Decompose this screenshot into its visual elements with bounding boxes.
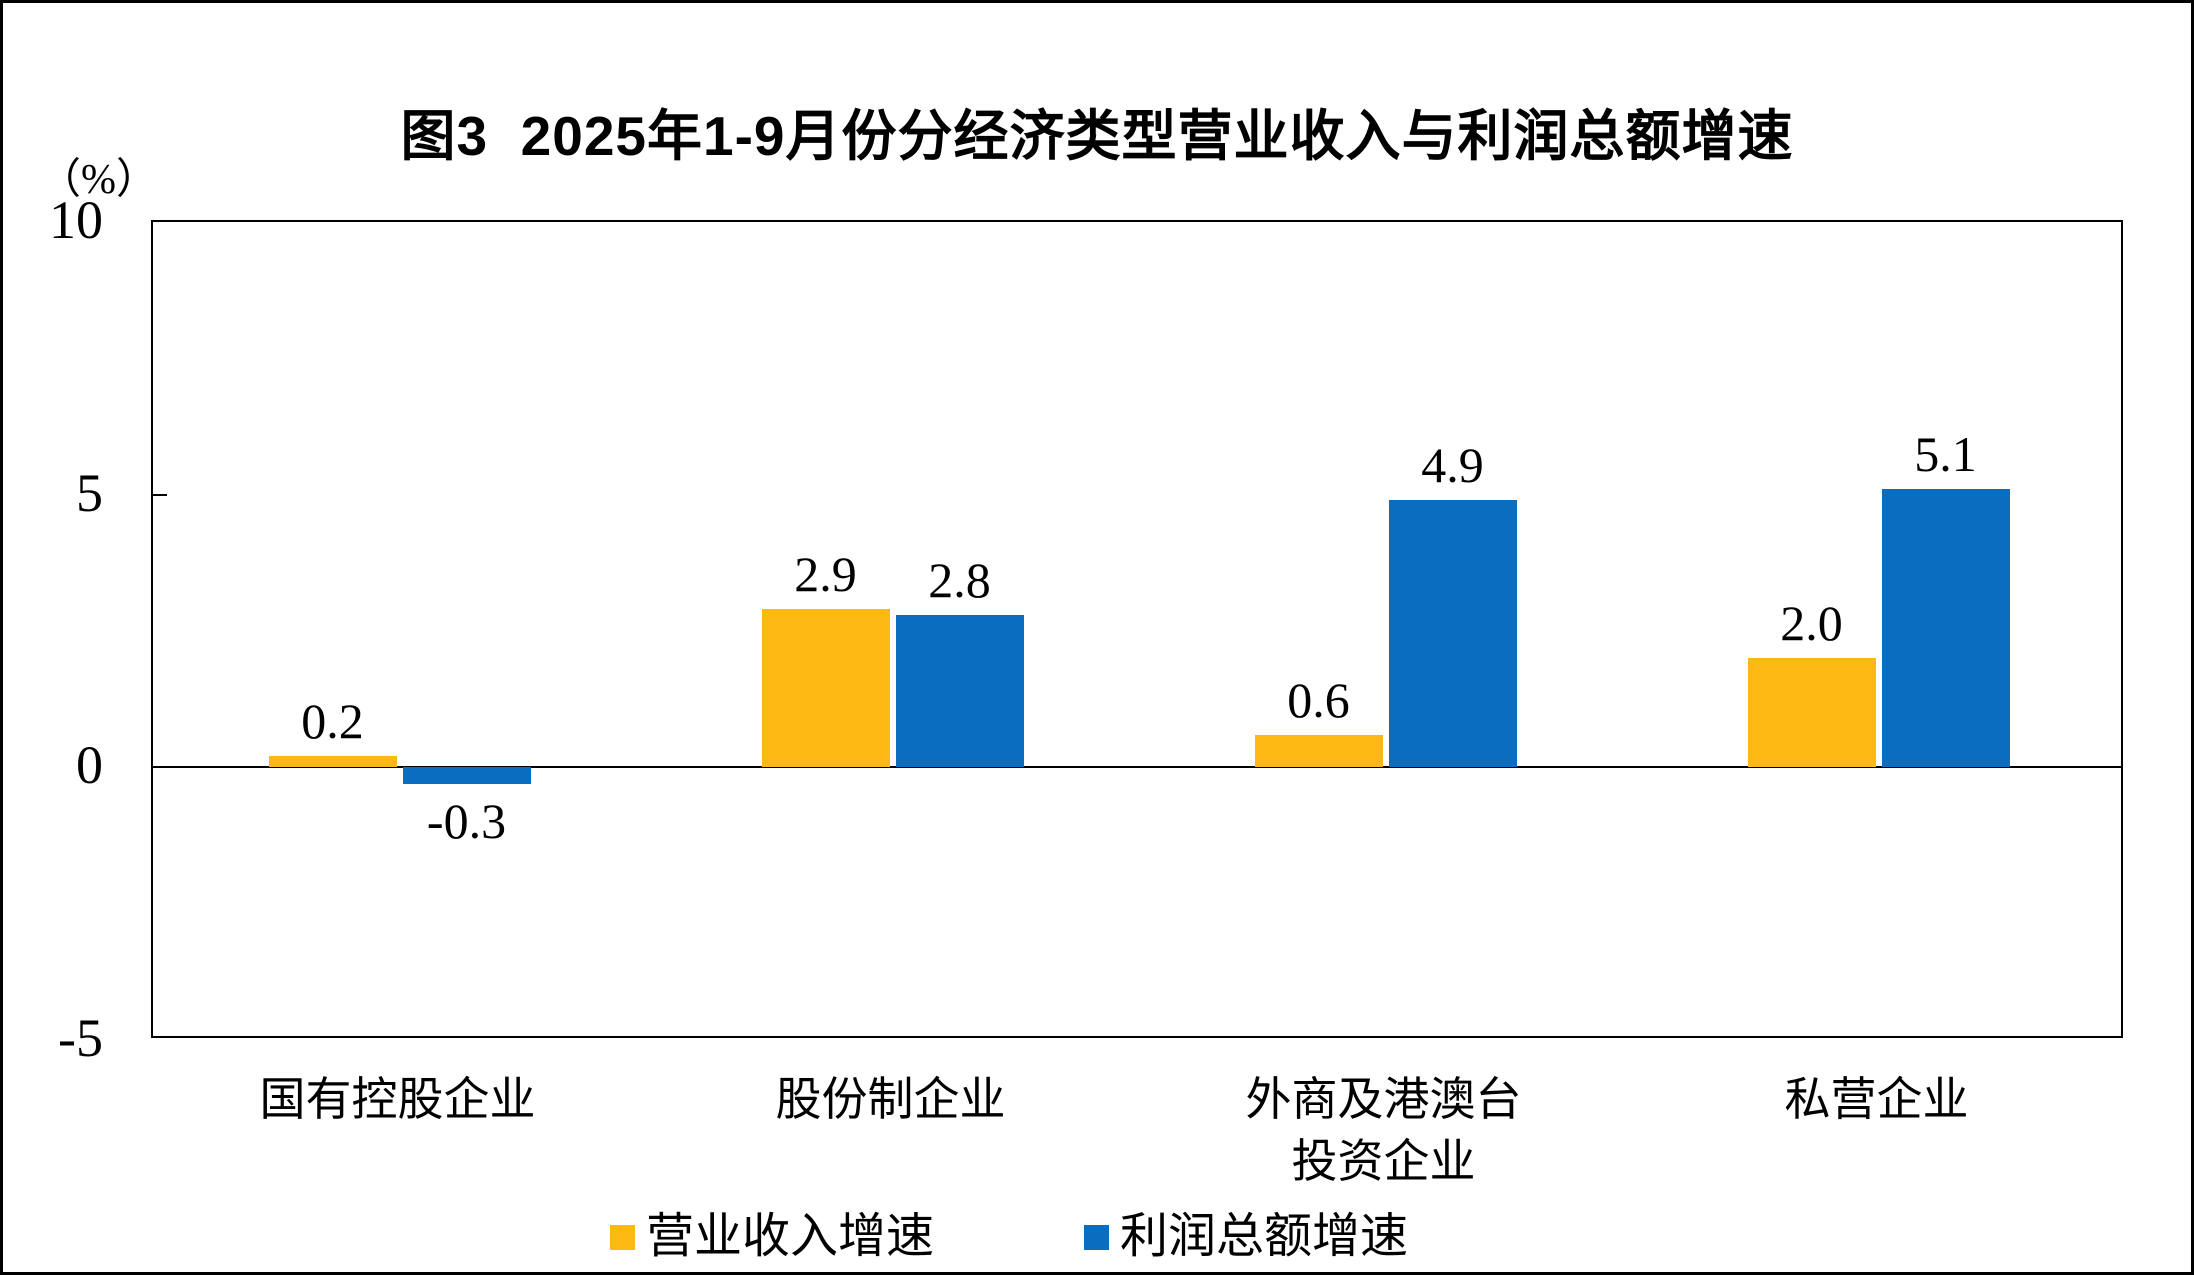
bar-series2-cat1 [402, 767, 531, 784]
legend-label: 营业收入增速 [646, 1210, 935, 1263]
bar-value-label: 0.6 [1287, 671, 1350, 728]
y-tick-label: 0 [76, 735, 103, 796]
bar-value-label: 2.8 [928, 551, 991, 608]
x-category-label: 国有控股企业 [151, 1069, 644, 1131]
bar-value-label: 0.2 [301, 693, 364, 750]
legend-item: 利润总额增速 [1084, 1211, 1408, 1263]
x-category-label-line: 投资企业 [1291, 1136, 1476, 1187]
legend-label: 利润总额增速 [1120, 1210, 1409, 1263]
bar-series2-cat2 [895, 614, 1024, 768]
x-category-label-line: 国有控股企业 [259, 1074, 536, 1125]
zero-gridline [153, 766, 2121, 769]
x-category-label-line: 股份制企业 [775, 1074, 1006, 1125]
chart-title: 图3 2025年1-9月份分经济类型营业收入与利润总额增速 [400, 105, 1794, 167]
y-axis-unit-label: （%） [39, 157, 158, 203]
legend-swatch-icon [610, 1224, 635, 1250]
bar-series2-cat4 [1881, 489, 2010, 768]
y-axis-tick-mark [153, 766, 167, 769]
bar-value-label: 4.9 [1421, 437, 1484, 494]
x-category-label: 私营企业 [1630, 1069, 2123, 1131]
plot-area: 0.2 -0.3 2.9 2.8 0.6 4.9 2.0 5.1 [151, 220, 2123, 1038]
bar-value-label: 2.0 [1780, 595, 1843, 652]
bar-value-label: -0.3 [426, 792, 507, 849]
bar-series1-cat1 [268, 756, 397, 768]
bar-series1-cat4 [1747, 658, 1876, 768]
x-category-label: 股份制企业 [644, 1069, 1137, 1131]
y-tick-label: 5 [76, 462, 103, 523]
bar-series2-cat3 [1388, 500, 1517, 768]
x-category-label-line: 私营企业 [1784, 1074, 1969, 1125]
legend-swatch-icon [1084, 1224, 1110, 1250]
legend: 营业收入增速 利润总额增速 [610, 1211, 1408, 1263]
bar-value-label: 2.9 [794, 546, 857, 603]
bar-value-label: 5.1 [1914, 426, 1977, 483]
y-tick-label: 10 [49, 190, 103, 250]
x-category-label-line: 外商及港澳台 [1245, 1074, 1522, 1125]
bar-series1-cat2 [761, 609, 890, 768]
y-tick-label: -5 [58, 1008, 103, 1068]
y-axis-tick-mark [153, 493, 167, 496]
legend-item: 营业收入增速 [610, 1211, 934, 1263]
x-category-label: 外商及港澳台 投资企业 [1137, 1069, 1630, 1193]
bar-series1-cat3 [1254, 734, 1383, 768]
